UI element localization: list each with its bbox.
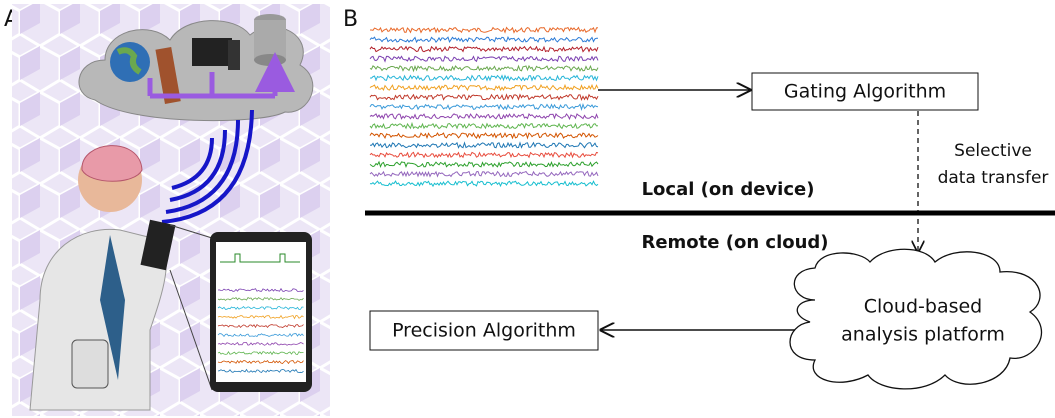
trace (217, 296, 304, 301)
trace (369, 113, 599, 121)
transfer-label: Selective (954, 141, 1032, 161)
trace (369, 45, 599, 53)
cloud-label: analysis platform (841, 324, 1005, 346)
trace (369, 102, 599, 111)
trace (369, 131, 599, 140)
trace (369, 55, 599, 63)
trace (369, 180, 599, 188)
trace (369, 151, 599, 159)
trace (369, 121, 599, 130)
trace (217, 359, 304, 365)
local-label: Local (on device) (642, 179, 815, 200)
trace (217, 342, 304, 346)
trace (217, 287, 304, 292)
cloud (789, 248, 1043, 390)
trace (369, 74, 599, 82)
trace (369, 83, 599, 92)
transfer-label: data transfer (938, 168, 1049, 188)
panel-label: B (343, 7, 358, 32)
trace (217, 368, 304, 373)
gating-label: Gating Algorithm (784, 81, 946, 103)
trace (370, 26, 599, 34)
precision-box (369, 310, 599, 351)
eeg-traces (369, 26, 599, 188)
trace (369, 36, 598, 44)
cloud-label: Cloud-based (864, 296, 982, 318)
trace (217, 306, 304, 310)
trace (370, 141, 599, 149)
remote-label: Remote (on cloud) (641, 232, 828, 253)
trace (369, 64, 599, 73)
trace (369, 93, 599, 101)
trace (369, 160, 599, 168)
precision-label: Precision Algorithm (392, 320, 576, 342)
trace (369, 170, 599, 178)
trace (217, 351, 304, 356)
trace (217, 323, 304, 329)
trace (217, 314, 304, 320)
trace (217, 332, 304, 338)
illustration (12, 4, 330, 416)
gating-box (751, 72, 979, 111)
